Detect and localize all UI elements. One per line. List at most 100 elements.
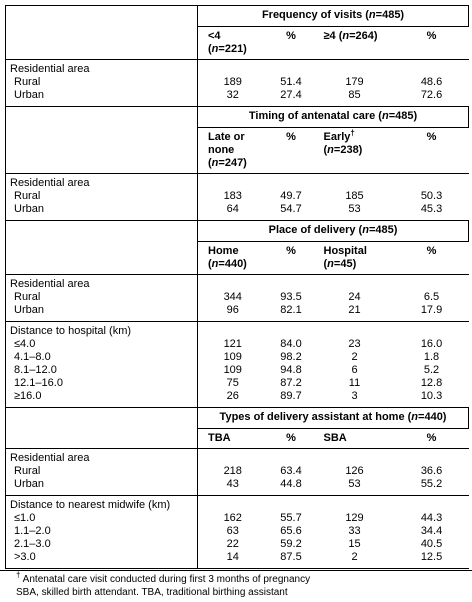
column-header: % [267,428,315,449]
spacer-line [202,452,264,465]
header-line: TBA [208,432,264,445]
spacer-line [202,499,264,512]
header-line: % [272,245,311,258]
row-label: >3.0 [14,551,36,563]
cell-value: 179 [345,76,364,88]
section-title: Place of delivery (n=485) [196,220,470,242]
cell-value: 43 [226,478,239,490]
text-run: Home [208,245,239,257]
spacer-line [319,452,391,465]
text-run: TBA [208,432,231,444]
text-run: =45) [333,258,357,270]
text-run: =485) [375,9,405,21]
cell-value: 82.1 [280,304,302,316]
text-run: n [211,157,219,169]
text-run: =221) [218,43,247,55]
text-run: n [411,411,419,423]
cell-value: 53 [348,478,361,490]
cell-value: 45.3 [420,203,443,215]
text-run: % [426,30,437,42]
header-row: <4 (n=221)% ≥4 (n=264)% [6,26,469,60]
spacer-line [272,452,311,465]
cell-value: 10.3 [420,390,443,402]
cell-value: 84.0 [280,338,302,350]
column-header: % [267,241,315,275]
text-run: none [208,144,235,156]
column-header: <4 (n=221) [197,26,268,60]
header-line: SBA [324,432,391,445]
section-title: Frequency of visits (n=485) [196,5,470,27]
text-run: % [426,131,437,143]
row-label: Urban [14,304,44,316]
cell-value: 87.2 [280,377,302,389]
text-run: n [327,258,334,270]
footnote: SBA, skilled birth attendant. TBA, tradi… [0,586,472,599]
cell-value: 162 [223,512,242,524]
text-run: n [381,110,389,122]
cell-value: 26 [226,390,239,402]
text-run: n [368,9,376,21]
text-run: SBA, skilled birth attendant. TBA, tradi… [16,587,288,598]
row-label: Rural [14,190,41,202]
section-title: Types of delivery assistant at home (n=4… [196,407,470,429]
spacer-line [399,63,465,76]
spacer-line [319,177,391,190]
cell-value: 55.7 [280,512,302,524]
section-title-row: Timing of antenatal care (n=485) [5,106,470,174]
row-label: ≥16.0 [14,390,42,402]
row-label: Rural [14,465,41,477]
spacer-line [272,278,311,291]
cell-value: 14 [226,551,239,563]
text-run: % [426,245,437,257]
column-header: Home (n=440) [197,241,268,275]
value-column: 36.6 55.2 [394,448,469,496]
cell-value: 11 [348,377,361,389]
spacer-line [319,63,391,76]
text-run: ( [208,43,212,55]
text-run: SBA [323,432,347,444]
value-column: 121 109 109 75 26 [197,321,268,408]
header-line: (n=45) [324,258,391,271]
row-label: Urban [14,203,44,215]
text-run: ( [323,144,328,156]
text-run: ( [323,258,328,270]
cell-value: 59.2 [280,538,302,550]
text-run: =440) [218,258,247,270]
footnote: † Antenatal care visit conducted during … [0,571,472,586]
spacer-line [202,278,264,291]
cell-value: 2 [351,551,358,563]
column-header: % [394,241,469,275]
header-row: Late or none (n=247)% Early† (n=238)% [6,127,469,174]
value-column: 183 64 [197,173,268,221]
header-row: Home (n=440)% Hospital (n=45)% [6,241,469,275]
section-title-row: Types of delivery assistant at home (n=4… [5,407,470,449]
row-labels: Residential area Rural Urban [5,274,198,322]
cell-value: 40.5 [420,538,443,550]
data-table: Frequency of visits (n=485) <4 (n=221)% ≥4 … [5,5,470,569]
column-header: % [267,127,315,174]
cell-value: 109 [223,364,242,376]
row-label: Rural [14,76,41,88]
cell-value: 50.3 [420,190,443,202]
cell-value: 12.5 [420,551,443,563]
value-column: 6.5 17.9 [394,274,469,322]
text-run: % [286,245,296,257]
text-run: ( [208,157,212,169]
text-run: Timing of antenatal care ( [248,110,382,122]
spacer-line [319,325,391,338]
cell-value: 218 [223,465,242,477]
text-run: Early [323,131,351,143]
row-label: Urban [14,478,44,490]
spacer-line [399,177,465,190]
text-run: Frequency of visits ( [261,9,369,21]
value-column: 84.0 98.2 94.8 87.2 89.7 [267,321,315,408]
header-line: Late or [208,131,264,144]
blank-cell [5,407,198,449]
group-label: Residential area [10,278,90,290]
group-row: Residential area Rural Urban 344 96 93.5 82.… [5,274,469,322]
column-header: ≥4 (n=264) [314,26,395,60]
text-run: n [327,144,334,156]
column-header: Hospital (n=45) [314,241,395,275]
text-run: ≥4 ( [323,30,343,42]
